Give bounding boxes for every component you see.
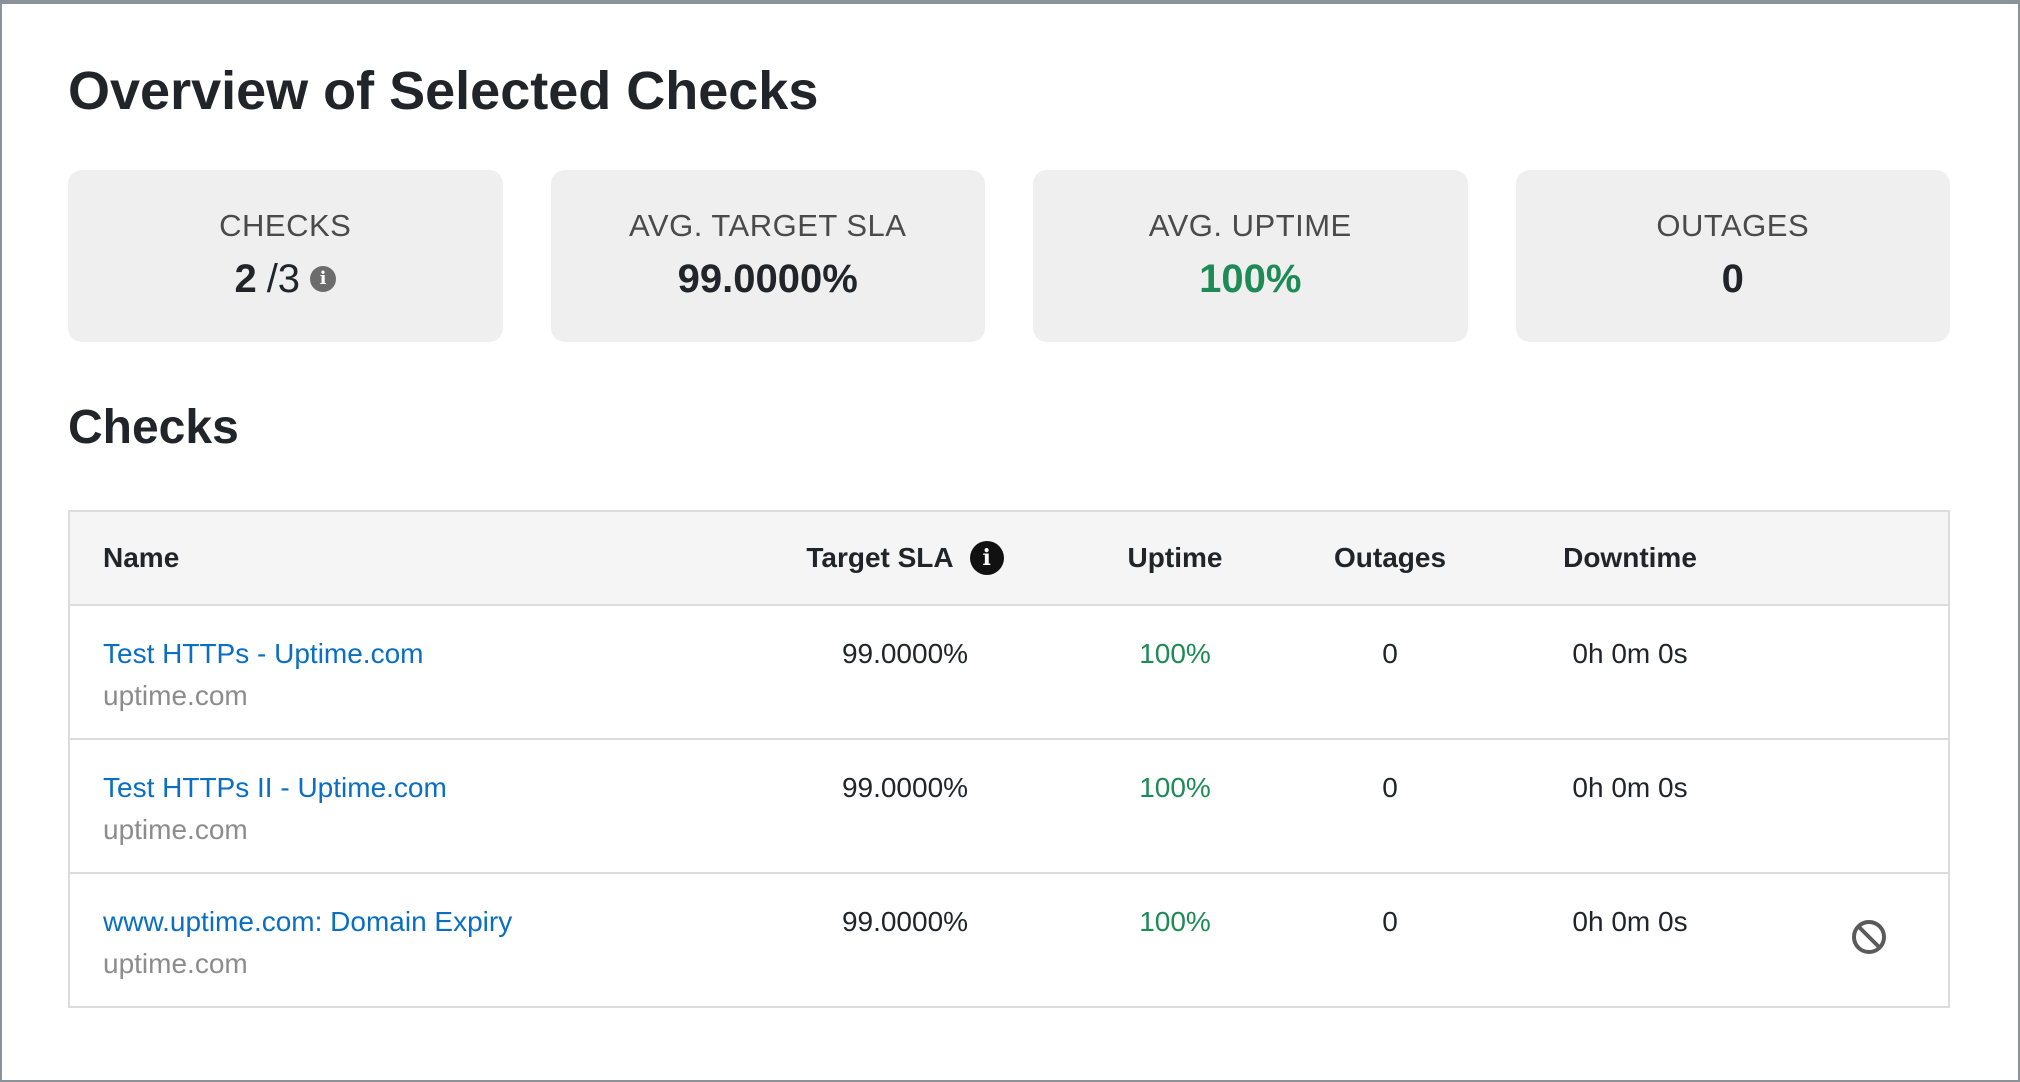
avg-target-sla-value: 99.0000% [677, 257, 858, 301]
table-header-row: Name Target SLA i Uptime Outages Downtim… [70, 512, 1948, 604]
info-icon[interactable]: i [310, 266, 337, 292]
target-sla-cell: 99.0000% [770, 874, 1040, 1006]
downtime-value: 0h 0m 0s [1572, 906, 1688, 937]
table-row: Test HTTPs II - Uptime.com uptime.com 99… [70, 738, 1948, 872]
outages-cell: 0 [1310, 606, 1470, 738]
column-header-downtime[interactable]: Downtime [1563, 542, 1697, 573]
checks-total-count: /3 [266, 257, 301, 301]
info-icon[interactable]: i [969, 541, 1004, 575]
downtime-cell: 0h 0m 0s [1470, 606, 1790, 738]
uptime-cell: 100% [1040, 874, 1310, 1006]
outages-card-value: 0 [1721, 257, 1744, 301]
outages-card: OUTAGES 0 [1515, 170, 1950, 342]
check-name-link[interactable]: www.uptime.com: Domain Expiry [103, 906, 513, 937]
downtime-cell: 0h 0m 0s [1470, 740, 1790, 872]
check-name-link[interactable]: Test HTTPs - Uptime.com [103, 638, 424, 669]
check-name-cell: Test HTTPs - Uptime.com uptime.com [70, 606, 770, 738]
outages-value: 0 [1382, 906, 1398, 937]
downtime-cell: 0h 0m 0s [1470, 874, 1790, 1006]
uptime-value: 100% [1139, 772, 1211, 803]
check-name-cell: www.uptime.com: Domain Expiry uptime.com [70, 874, 770, 1006]
avg-uptime-value: 100% [1199, 257, 1302, 301]
checks-card: CHECKS 2 /3 i [68, 170, 503, 342]
outages-cell: 0 [1310, 874, 1470, 1006]
check-domain: uptime.com [103, 948, 248, 979]
uptime-value: 100% [1139, 638, 1211, 669]
ban-icon[interactable] [1849, 917, 1889, 964]
table-row: www.uptime.com: Domain Expiry uptime.com… [70, 872, 1948, 1006]
check-domain: uptime.com [103, 814, 248, 845]
outages-card-label: OUTAGES [1656, 208, 1810, 243]
target-sla-cell: 99.0000% [770, 606, 1040, 738]
uptime-value: 100% [1139, 906, 1211, 937]
checks-section-title: Checks [68, 401, 239, 454]
avg-uptime-card: AVG. UPTIME 100% [1033, 170, 1468, 342]
target-sla-value: 99.0000% [841, 638, 969, 669]
checks-card-value: 2 /3 i [234, 252, 337, 306]
avg-target-sla-card: AVG. TARGET SLA 99.0000% [550, 170, 985, 342]
avg-uptime-label: AVG. UPTIME [1148, 208, 1352, 243]
check-name-cell: Test HTTPs II - Uptime.com uptime.com [70, 740, 770, 872]
actions-cell [1790, 606, 1948, 738]
check-domain: uptime.com [103, 680, 248, 711]
table-row: Test HTTPs - Uptime.com uptime.com 99.00… [70, 604, 1948, 738]
column-header-target-sla-label: Target SLA [806, 542, 954, 573]
target-sla-cell: 99.0000% [770, 740, 1040, 872]
column-header-name[interactable]: Name [103, 542, 180, 573]
checks-table: Name Target SLA i Uptime Outages Downtim… [68, 510, 1950, 1008]
uptime-cell: 100% [1040, 606, 1310, 738]
page-title: Overview of Selected Checks [68, 61, 819, 121]
check-name-link[interactable]: Test HTTPs II - Uptime.com [103, 772, 447, 803]
avg-target-sla-label: AVG. TARGET SLA [629, 208, 907, 243]
checks-card-label: CHECKS [219, 208, 352, 243]
column-header-outages[interactable]: Outages [1333, 542, 1447, 573]
actions-cell [1790, 874, 1948, 1006]
outages-value: 0 [1382, 638, 1398, 669]
summary-cards: CHECKS 2 /3 i AVG. TARGET SLA 99.0000% A… [68, 170, 1950, 342]
uptime-cell: 100% [1040, 740, 1310, 872]
column-header-uptime[interactable]: Uptime [1127, 542, 1223, 573]
actions-cell [1790, 740, 1948, 872]
downtime-value: 0h 0m 0s [1572, 772, 1688, 803]
column-header-target-sla[interactable]: Target SLA i [770, 541, 1040, 575]
target-sla-value: 99.0000% [841, 772, 969, 803]
outages-value: 0 [1382, 772, 1398, 803]
downtime-value: 0h 0m 0s [1572, 638, 1688, 669]
checks-selected-count: 2 [234, 257, 257, 301]
outages-cell: 0 [1310, 740, 1470, 872]
target-sla-value: 99.0000% [841, 906, 969, 937]
